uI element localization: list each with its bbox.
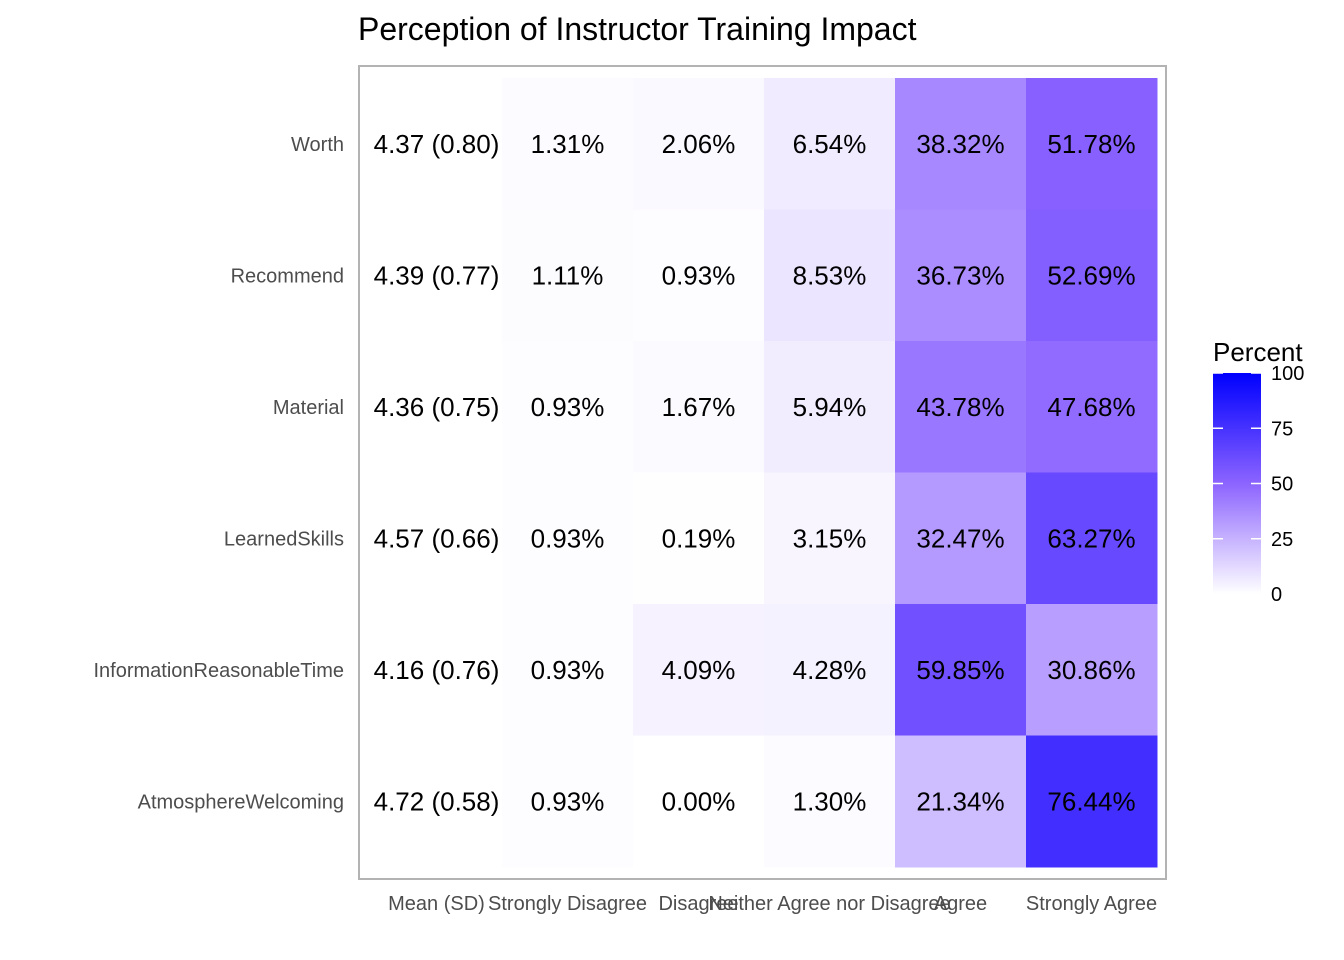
cell-value-label: 1.11% [532, 260, 604, 290]
panel-border [358, 65, 1167, 880]
cell-value-label: 0.93% [662, 260, 736, 290]
cell-value-label: 51.78% [1047, 129, 1135, 159]
x-tick-label: Mean (SD) [388, 893, 485, 915]
heatmap-cell [502, 78, 634, 210]
cell-value-label: 59.85% [916, 655, 1004, 685]
mean-sd-label: 4.36 (0.75) [374, 392, 500, 422]
cell-value-label: 47.68% [1047, 392, 1135, 422]
heatmap-cell [764, 341, 896, 473]
heatmap-cell [764, 604, 896, 736]
cell-value-label: 1.67% [662, 392, 736, 422]
cell-value-label: 76.44% [1047, 786, 1135, 816]
cell-value-label: 21.34% [916, 786, 1004, 816]
heatmap-cell [502, 209, 634, 342]
legend: Percent 0 25 50 75 100 [1213, 337, 1304, 606]
cell-value-label: 5.94% [793, 392, 867, 422]
cell-value-label: 8.53% [793, 260, 867, 290]
heatmap-cell [895, 341, 1027, 473]
cell-value-label: 63.27% [1047, 523, 1135, 553]
y-tick-label: Recommend [231, 265, 344, 287]
legend-tick-label: 75 [1271, 418, 1293, 440]
cell-value-label: 0.93% [531, 786, 605, 816]
heatmap-cell-mean [371, 472, 502, 604]
heatmap-cell [633, 604, 765, 736]
heatmap-cell-labels: 4.37 (0.80) 1.31% 2.06% 6.54% 38.32% 51.78% 4.… [374, 129, 1136, 817]
y-tick-label: LearnedSkills [224, 528, 344, 550]
heatmap-cell [1026, 472, 1158, 605]
x-tick-label: Neither Agree nor Disagree [708, 893, 950, 915]
cell-value-label: 32.47% [916, 523, 1004, 553]
x-tick-label: Strongly Agree [1026, 893, 1157, 915]
y-tick-label: Worth [291, 134, 344, 156]
heatmap-cell [895, 735, 1027, 868]
y-axis-labels: Worth Recommend Material LearnedSkills Infor… [94, 134, 345, 814]
heatmap-cell [895, 78, 1027, 210]
heatmap-cell [1026, 604, 1158, 736]
heatmap-cell [1026, 209, 1158, 342]
cell-value-label: 36.73% [916, 260, 1004, 290]
chart-title: Perception of Instructor Training Impact [358, 11, 917, 47]
cell-value-label: 4.28% [793, 655, 867, 685]
heatmap-cells [371, 78, 1158, 868]
heatmap-cell [633, 209, 765, 342]
heatmap-cell [764, 78, 896, 210]
mean-sd-label: 4.39 (0.77) [374, 260, 500, 290]
cell-value-label: 0.93% [531, 655, 605, 685]
cell-value-label: 52.69% [1047, 260, 1135, 290]
heatmap-cell-mean [371, 341, 502, 473]
cell-value-label: 4.09% [662, 655, 736, 685]
cell-value-label: 0.93% [531, 523, 605, 553]
cell-value-label: 0.93% [531, 392, 605, 422]
cell-value-label: 30.86% [1047, 655, 1135, 685]
legend-tick-label: 100 [1271, 363, 1304, 385]
x-tick-label: Disagree [658, 893, 738, 915]
x-tick-label: Strongly Disagree [488, 893, 647, 915]
mean-sd-label: 4.57 (0.66) [374, 523, 500, 553]
heatmap-cell-mean [371, 604, 502, 736]
cell-value-label: 2.06% [662, 129, 736, 159]
cell-value-label: 38.32% [916, 129, 1004, 159]
heatmap-cell [764, 472, 896, 605]
heatmap-cell [764, 209, 896, 342]
heatmap-cell [633, 341, 765, 473]
heatmap-cell [895, 604, 1027, 736]
legend-ticks: 0 25 50 75 100 [1213, 363, 1304, 606]
mean-sd-label: 4.72 (0.58) [374, 786, 500, 816]
legend-tick-label: 0 [1271, 584, 1282, 606]
heatmap-cell [895, 209, 1027, 342]
cell-value-label: 6.54% [793, 129, 867, 159]
cell-value-label: 43.78% [916, 392, 1004, 422]
legend-tick-label: 50 [1271, 474, 1293, 496]
legend-tick-label: 25 [1271, 529, 1293, 551]
cell-value-label: 0.19% [662, 523, 736, 553]
heatmap-cell [764, 735, 896, 868]
heatmap-cell [502, 341, 634, 473]
cell-value-label: 1.31% [531, 129, 605, 159]
heatmap-cell [633, 735, 765, 868]
heatmap-cell-mean [371, 78, 502, 210]
x-tick-label: Agree [934, 893, 987, 915]
mean-sd-label: 4.16 (0.76) [374, 655, 500, 685]
heatmap-cell [633, 472, 765, 605]
heatmap-cell [1026, 78, 1158, 210]
heatmap-cell [502, 735, 634, 868]
y-tick-label: InformationReasonableTime [94, 660, 345, 682]
heatmap-cell [1026, 735, 1158, 868]
cell-value-label: 3.15% [793, 523, 867, 553]
heatmap-cell [633, 78, 765, 210]
y-tick-label: Material [273, 397, 344, 419]
cell-value-label: 1.30% [793, 786, 867, 816]
x-axis-labels: Mean (SD) Strongly Disagree DisagreeNeithe… [388, 893, 1157, 915]
legend-title: Percent [1213, 337, 1303, 367]
heatmap-cell [502, 604, 634, 736]
heatmap-cell [1026, 341, 1158, 473]
heatmap-cell [502, 472, 634, 605]
heatmap-cell-mean [371, 735, 502, 867]
heatmap-cell [895, 472, 1027, 605]
cell-value-label: 0.00% [662, 786, 736, 816]
mean-sd-label: 4.37 (0.80) [374, 129, 500, 159]
heatmap-cell-mean [371, 209, 502, 341]
y-tick-label: AtmosphereWelcoming [138, 791, 344, 813]
